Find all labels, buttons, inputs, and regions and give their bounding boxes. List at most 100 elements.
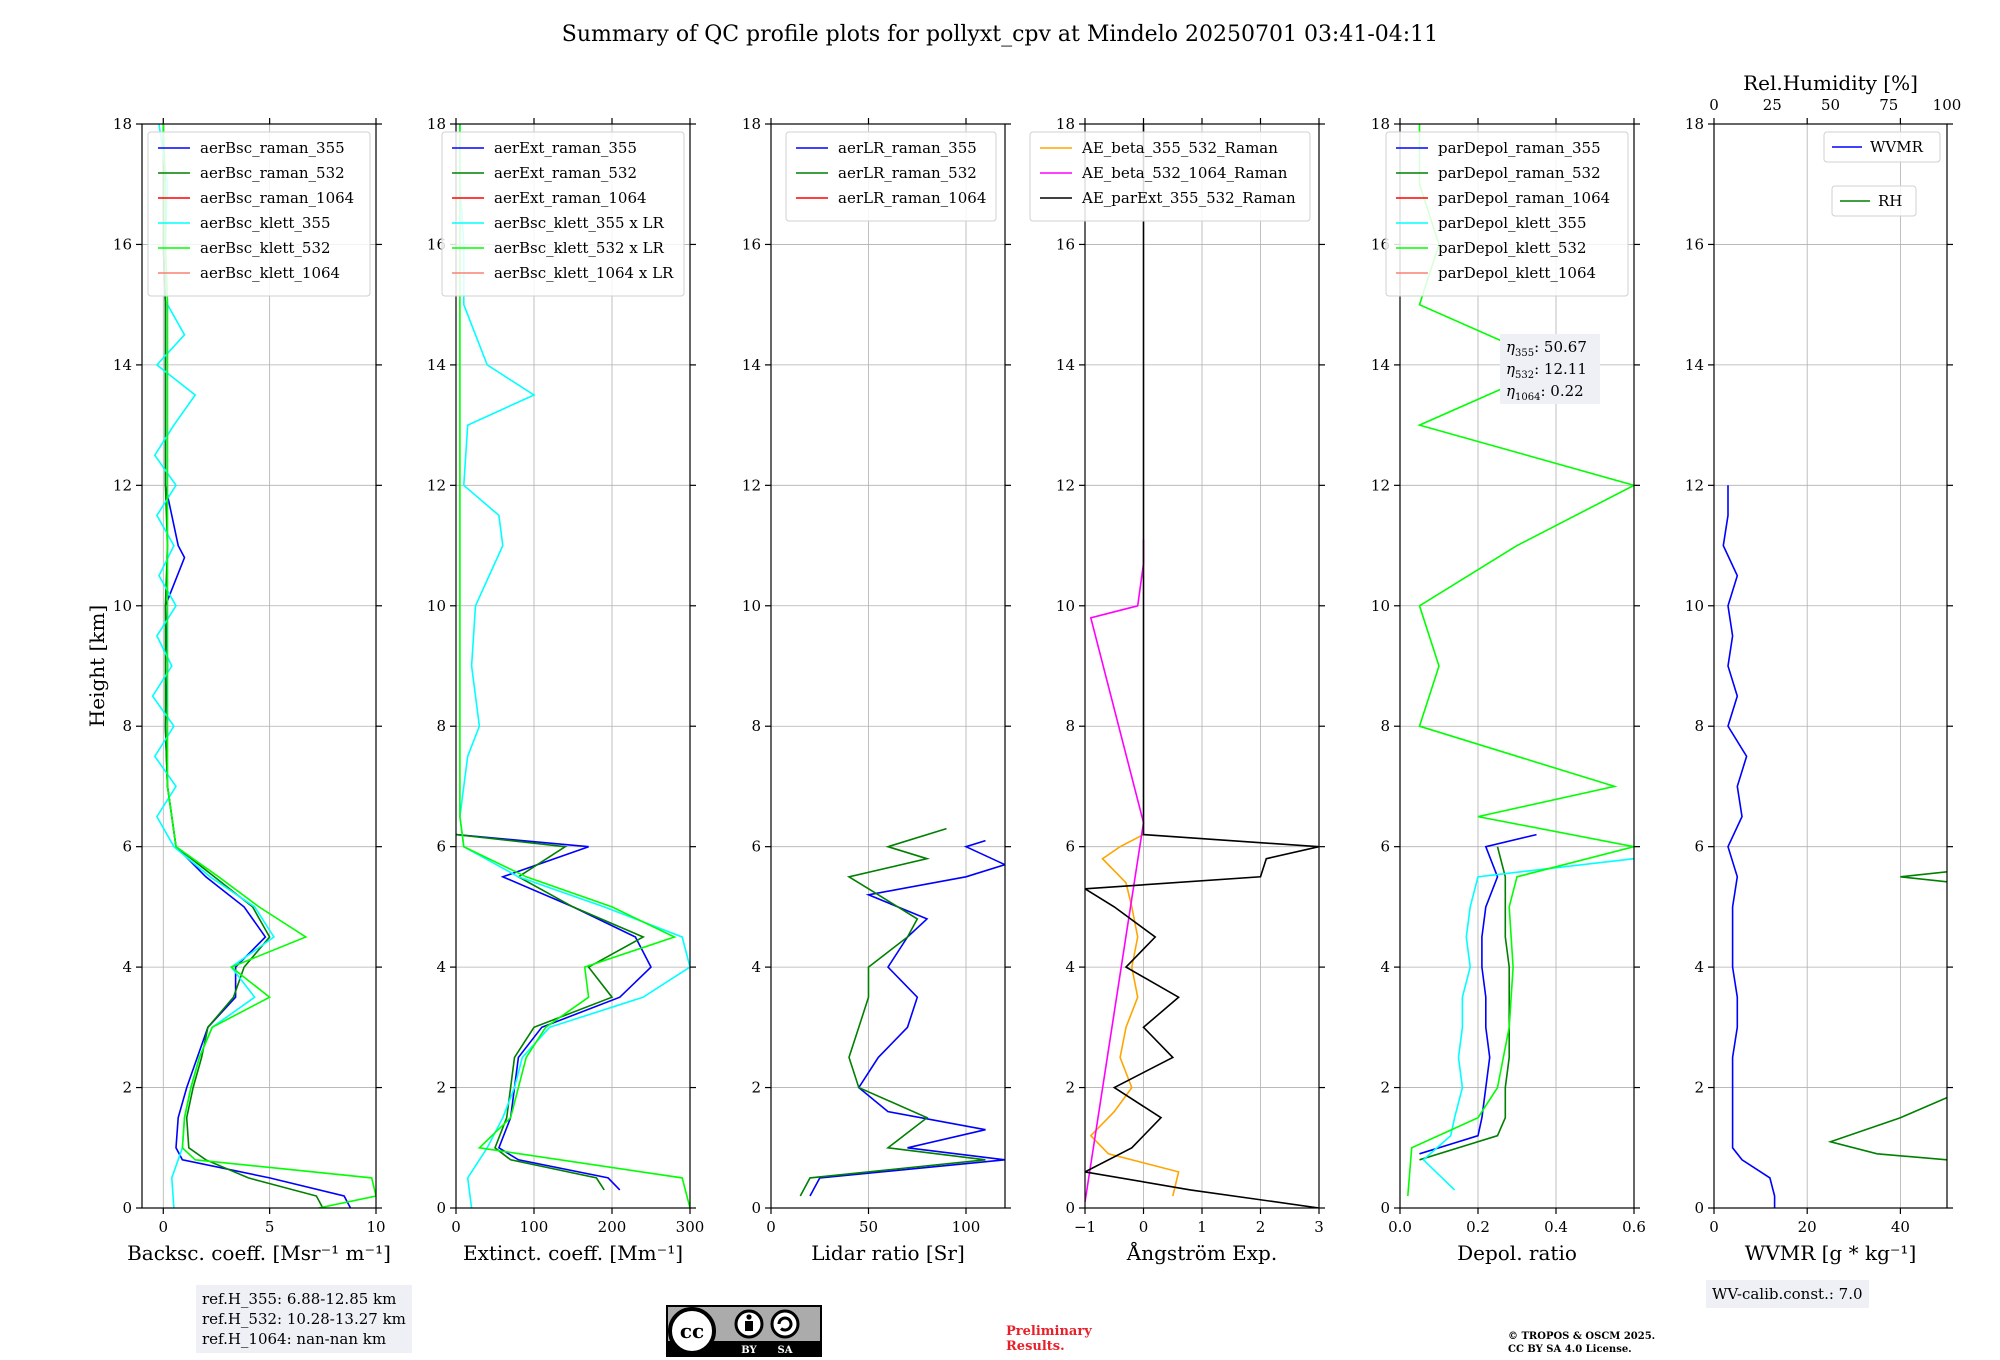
x-tick-label: 100 [952, 1218, 981, 1236]
x-axis-label: Extinct. coeff. [Mm⁻¹] [463, 1241, 683, 1265]
panel-wvmr: 0 20 40 0 2 4 6 8 10 12 14 16 18 WVMR [g * kg⁻¹] 0 25 50… [1685, 71, 1962, 1265]
series-line-aerLR_raman_355 [809, 839, 1005, 1197]
x2-tick-label: 50 [1821, 96, 1840, 114]
axes-frame [1399, 123, 1635, 1209]
eta-annotation-box [1500, 334, 1600, 404]
y-tick-label: 10 [427, 597, 446, 615]
x-tick-label: −1 [1074, 1218, 1096, 1236]
legend-entry: aerExt_raman_1064 [494, 189, 647, 207]
y-tick-label: 10 [1056, 597, 1075, 615]
series-line-aerLR_raman_532 [799, 827, 986, 1197]
y-tick-label: 2 [122, 1079, 132, 1097]
y-tick-label: 2 [436, 1079, 446, 1097]
legend-entry: parDepol_raman_1064 [1438, 189, 1610, 207]
y-tick-label: 18 [113, 115, 132, 133]
legend-entry: aerBsc_raman_532 [200, 164, 345, 182]
x2-tick-label: 100 [1933, 96, 1962, 114]
series-line-AE_parExt_355_532_Raman [1085, 124, 1319, 1208]
preliminary-line-1: Preliminary [1006, 1324, 1092, 1339]
panel-backscatter: 0 5 10 0 2 4 6 8 10 12 14 16 18 Backsc. coeff. [Msr⁻¹… [85, 115, 391, 1265]
legend-entry: AE_parExt_355_532_Raman [1081, 189, 1296, 207]
legend-entry: parDepol_klett_532 [1438, 239, 1587, 257]
legend-entry: aerBsc_klett_532 x LR [494, 239, 665, 257]
axes-frame [1713, 123, 1948, 1209]
legend-entry: aerBsc_klett_1064 [200, 264, 340, 282]
y-tick-label: 4 [1380, 958, 1390, 976]
eta-annotation-355: η355: 50.67 [1506, 338, 1587, 359]
panel-depol: 0.0 0.2 0.4 0.6 0 2 4 6 8 10 12 14 16 18 Depol. ratio p… [1371, 115, 1646, 1265]
y-tick-label: 6 [436, 838, 446, 856]
y-tick-label: 2 [1380, 1079, 1390, 1097]
series-line-aerExt_raman_355 [456, 833, 652, 1191]
y-tick-label: 16 [1371, 235, 1390, 253]
legend-entry: aerExt_raman_355 [494, 139, 637, 157]
x-tick-label: 50 [859, 1218, 878, 1236]
y-tick-label: 12 [1685, 476, 1704, 494]
y-tick-label: 10 [1685, 597, 1704, 615]
legend-entry: parDepol_klett_355 [1438, 214, 1587, 232]
cc-icon [668, 1307, 716, 1355]
x-tick-label: 0 [766, 1218, 776, 1236]
legend-box [1029, 131, 1311, 222]
axes-frame [455, 123, 691, 1209]
legend-entry: RH [1878, 192, 1902, 210]
y-tick-label: 8 [1380, 717, 1390, 735]
x-tick-label: 0.2 [1466, 1218, 1490, 1236]
x-tick-label: 20 [1798, 1218, 1817, 1236]
y-tick-label: 0 [1694, 1199, 1704, 1217]
cc-license-badge: cc BY SA [666, 1305, 822, 1357]
y-tick-label: 14 [1371, 356, 1390, 374]
y-tick-label: 14 [1056, 356, 1075, 374]
legend-entry: aerBsc_klett_355 x LR [494, 214, 665, 232]
x-tick-label: 40 [1891, 1218, 1910, 1236]
legend-box [1831, 185, 1917, 217]
x-tick-label: 0.6 [1622, 1218, 1646, 1236]
y-tick-label: 0 [122, 1199, 132, 1217]
legend-box [1823, 131, 1941, 163]
legend-entry: aerLR_raman_1064 [838, 189, 986, 207]
series-line-aerBsc_klett_532 x LR [459, 124, 690, 1208]
legend-entry: WVMR [1870, 138, 1924, 156]
badge-sa-label: SA [778, 1345, 793, 1356]
ref-h-1064: ref.H_1064: nan-nan km [202, 1330, 387, 1348]
eta-annotation-532: η532: 12.11 [1506, 360, 1587, 381]
x-tick-label: 3 [1314, 1218, 1324, 1236]
legend-entry: aerBsc_raman_355 [200, 139, 345, 157]
y-tick-label: 16 [742, 235, 761, 253]
y-tick-label: 4 [1065, 958, 1075, 976]
y-tick-label: 16 [1685, 235, 1704, 253]
legend-entry: AE_beta_532_1064_Raman [1081, 164, 1288, 182]
x-axis-label: Depol. ratio [1457, 1241, 1577, 1265]
x2-tick-label: 75 [1879, 96, 1898, 114]
y-tick-label: 12 [113, 476, 132, 494]
panel-lidar-ratio: 0 50 100 0 2 4 6 8 10 12 14 16 18 Lidar ratio [Sr] aer… [742, 115, 1011, 1265]
legend-entry: aerBsc_raman_1064 [200, 189, 354, 207]
copyright-line-2: CC BY SA 4.0 License. [1508, 1344, 1632, 1355]
y-tick-label: 8 [1065, 717, 1075, 735]
y-tick-label: 10 [113, 597, 132, 615]
series-line-AE_beta_355_532_Raman [1089, 833, 1180, 1197]
y-tick-label: 8 [1694, 717, 1704, 735]
x-tick-label: 300 [676, 1218, 705, 1236]
legend-entry: aerExt_raman_532 [494, 164, 637, 182]
badge-by-label: BY [741, 1345, 757, 1356]
x2-tick-label: 25 [1763, 96, 1782, 114]
series-line-parDepol_raman_532 [1419, 846, 1510, 1161]
y-tick-label: 4 [122, 958, 132, 976]
y-tick-label: 16 [1056, 235, 1075, 253]
series-line-parDepol_klett_355 [1422, 857, 1634, 1191]
y-tick-label: 12 [1371, 476, 1390, 494]
axes-frame [141, 123, 377, 1209]
legend-box [147, 131, 371, 297]
legend-entry: aerBsc_klett_532 [200, 239, 331, 257]
y-tick-label: 18 [1371, 115, 1390, 133]
x-tick-label: 1 [1197, 1218, 1207, 1236]
y-tick-label: 18 [1056, 115, 1075, 133]
y-tick-label: 2 [1694, 1079, 1704, 1097]
y-axis-label: Height [km] [85, 605, 109, 727]
x-axis-label: Backsc. coeff. [Msr⁻¹ m⁻¹] [127, 1241, 391, 1265]
y-tick-label: 6 [122, 838, 132, 856]
legend-entry: aerLR_raman_355 [838, 139, 977, 157]
copyright-line-1: © TROPOS & OSCM 2025. [1508, 1331, 1656, 1342]
